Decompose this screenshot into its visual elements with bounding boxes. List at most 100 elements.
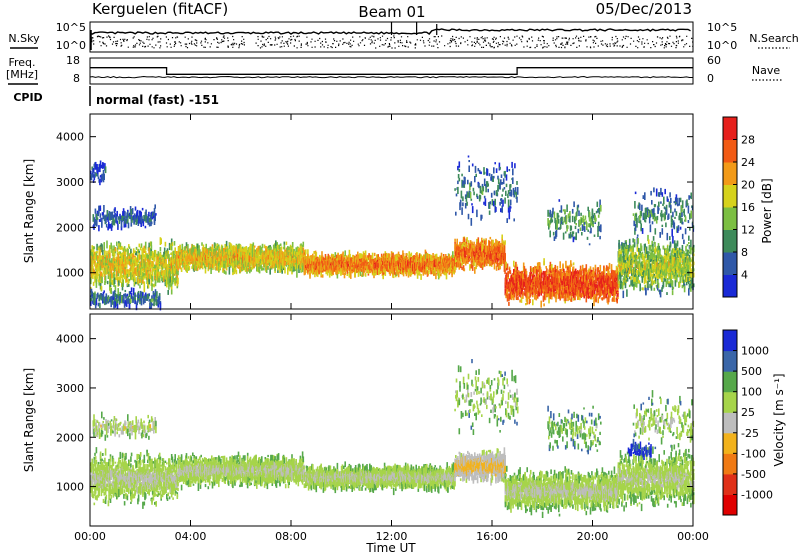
heatmap-cell <box>151 242 153 250</box>
heatmap-cell <box>125 290 127 292</box>
nsearch-label: N.Search <box>749 32 799 45</box>
heatmap-cell <box>105 276 107 284</box>
heatmap-cell <box>286 242 288 245</box>
heatmap-cell <box>279 249 281 254</box>
nsearch-dots <box>91 36 693 48</box>
heatmap-cell <box>153 262 155 267</box>
heatmap-cell <box>113 245 115 250</box>
freq-unit: [MHz] <box>6 68 38 81</box>
heatmap-cell <box>236 270 238 274</box>
heatmap-cell <box>232 268 234 272</box>
heatmap-cell <box>469 264 471 271</box>
heatmap-cell <box>145 242 147 249</box>
heatmap-cell <box>461 263 463 266</box>
heatmap-cell <box>292 269 294 272</box>
heatmap-cell <box>288 247 290 251</box>
heatmap-cell <box>141 269 143 272</box>
freq-tick-top: 18 <box>66 54 80 67</box>
heatmap-cell <box>125 250 127 252</box>
heatmap-cell <box>114 278 116 285</box>
heatmap-cell <box>277 245 279 251</box>
heatmap-cell <box>167 290 169 295</box>
heatmap-cell <box>127 249 129 257</box>
heatmap-cell <box>153 268 155 271</box>
heatmap-cell <box>305 249 307 254</box>
heatmap-cell <box>259 269 261 273</box>
heatmap-cell <box>92 273 94 279</box>
nsky-label: N.Sky <box>8 32 40 45</box>
heatmap-cell <box>153 284 155 288</box>
heatmap-cell <box>217 244 219 246</box>
heatmap-cell <box>107 281 109 284</box>
freq-panel: Freq. [MHz] 18 8 60 0 Nave CPID normal (… <box>6 54 782 107</box>
heatmap-cell <box>151 256 153 258</box>
heatmap-cell <box>101 257 103 260</box>
heatmap-cell <box>365 273 367 277</box>
heatmap-cell <box>165 242 167 247</box>
heatmap-cell <box>148 278 150 284</box>
heatmap-cell <box>148 248 150 255</box>
heatmap-cell <box>106 255 108 258</box>
heatmap-cell <box>270 247 272 250</box>
heatmap-cell <box>284 244 286 249</box>
heatmap-cell <box>184 246 186 251</box>
heatmap-cell <box>267 266 269 270</box>
heatmap-cell <box>318 271 320 274</box>
heatmap-cell <box>306 266 308 271</box>
heatmap-cell <box>314 272 316 277</box>
heatmap-cell <box>96 277 98 279</box>
heatmap-cell <box>252 251 254 253</box>
heatmap-cell <box>460 263 462 268</box>
heatmap-cell <box>120 268 122 273</box>
heatmap-cell <box>269 268 271 274</box>
heatmap-cell <box>96 244 98 251</box>
heatmap-cell <box>344 259 346 263</box>
heatmap-cell <box>128 270 130 277</box>
power-heatmap-cells <box>90 156 695 311</box>
heatmap-cell <box>177 278 179 284</box>
heatmap-cell <box>231 246 233 250</box>
heatmap-cell <box>375 271 377 274</box>
heatmap-cell <box>139 244 141 248</box>
heatmap-cell <box>152 271 154 276</box>
heatmap-cell <box>154 265 156 269</box>
heatmap-cell <box>316 252 318 258</box>
nave-tick-bottom: 0 <box>707 72 714 85</box>
heatmap-cell <box>215 246 217 248</box>
heatmap-cell <box>141 243 143 247</box>
heatmap-cell <box>101 286 103 291</box>
heatmap-cell <box>135 282 137 284</box>
heatmap-cell <box>139 279 141 283</box>
heatmap-cell <box>269 262 271 266</box>
heatmap-cell <box>199 249 201 251</box>
heatmap-cell <box>234 269 236 274</box>
heatmap-cell <box>411 253 413 257</box>
heatmap-cell <box>110 271 112 273</box>
heatmap-cell <box>143 277 145 280</box>
heatmap-cell <box>98 282 100 286</box>
heatmap-cell <box>120 242 122 247</box>
heatmap-cell <box>205 266 207 269</box>
heatmap-cell <box>335 252 337 257</box>
heatmap-cell <box>452 251 454 258</box>
heatmap-cell <box>144 275 146 278</box>
heatmap-cell <box>152 276 154 282</box>
nsearch-tick-bottom: 10^0 <box>707 39 737 52</box>
heatmap-cell <box>454 270 456 273</box>
heatmap-cell <box>160 247 162 251</box>
heatmap-cell <box>101 276 103 283</box>
heatmap-cell <box>432 253 434 258</box>
heatmap-cell <box>267 263 269 265</box>
heatmap-cell <box>121 256 123 258</box>
heatmap-cell <box>224 270 226 274</box>
heatmap-cell <box>174 241 176 246</box>
heatmap-cell <box>103 256 105 259</box>
heatmap-cell <box>134 277 136 282</box>
heatmap-cell <box>224 266 226 269</box>
heatmap-cell <box>109 245 111 253</box>
heatmap-cell <box>240 245 242 252</box>
heatmap-cell <box>264 245 266 249</box>
heatmap-cell <box>406 253 408 255</box>
heatmap-cell <box>106 241 108 249</box>
